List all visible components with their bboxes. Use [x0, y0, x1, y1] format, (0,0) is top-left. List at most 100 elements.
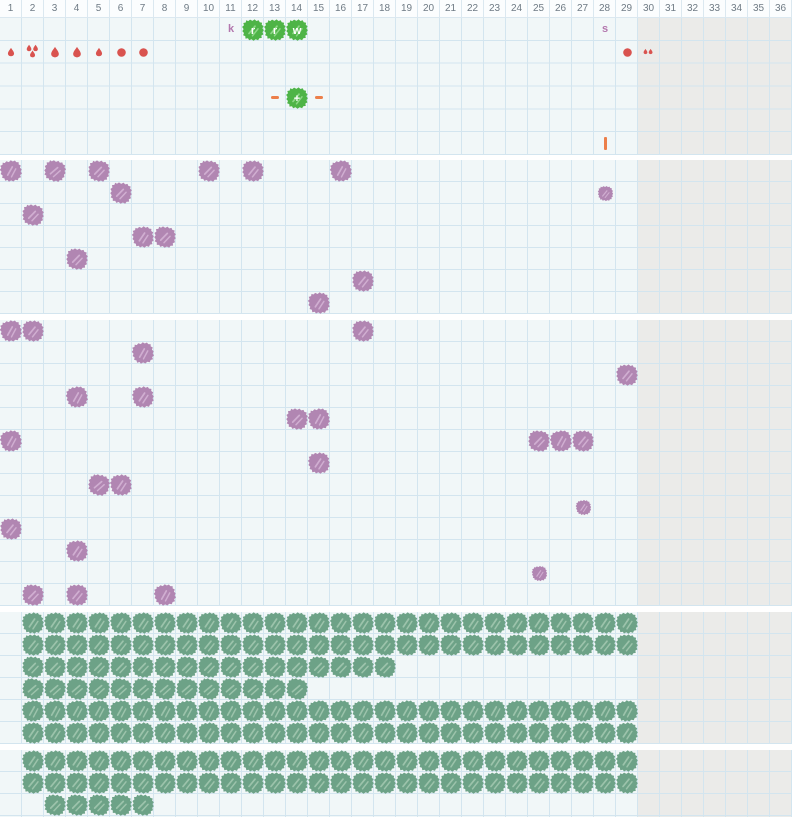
crop-plant[interactable]	[571, 633, 595, 657]
crop-plant[interactable]	[483, 611, 507, 635]
crop-plant[interactable]	[131, 633, 155, 657]
crop-plant[interactable]	[87, 771, 111, 795]
crop-plant[interactable]	[153, 611, 177, 635]
crop-plant[interactable]	[571, 771, 595, 795]
crop-plant[interactable]	[263, 771, 287, 795]
crop-plant[interactable]	[175, 633, 199, 657]
crop-plant[interactable]	[263, 677, 287, 701]
crop-plant[interactable]	[65, 655, 89, 679]
weed-plant[interactable]	[615, 363, 639, 387]
crop-plant[interactable]	[131, 655, 155, 679]
crop-plant[interactable]	[219, 633, 243, 657]
crop-plant[interactable]	[285, 655, 309, 679]
crop-plant[interactable]	[373, 749, 397, 773]
crop-plant[interactable]	[65, 721, 89, 745]
crop-plant[interactable]	[153, 749, 177, 773]
crop-plant[interactable]	[197, 677, 221, 701]
weed-plant[interactable]	[307, 451, 331, 475]
crop-plant[interactable]	[131, 793, 155, 817]
weed-plant[interactable]	[21, 203, 45, 227]
crop-plant[interactable]	[153, 771, 177, 795]
crop-plant[interactable]	[21, 721, 45, 745]
crop-plant[interactable]	[87, 677, 111, 701]
crop-plant[interactable]	[65, 771, 89, 795]
weed-plant[interactable]	[329, 159, 353, 183]
remove-plant-button[interactable]	[314, 93, 324, 103]
weed-plant[interactable]	[109, 181, 133, 205]
water-drop-small-icon[interactable]	[3, 44, 19, 60]
crop-plant[interactable]	[351, 633, 375, 657]
crop-plant[interactable]	[307, 699, 331, 723]
weed-plant[interactable]	[597, 185, 614, 202]
crop-plant[interactable]	[461, 633, 485, 657]
crop-plant[interactable]	[329, 633, 353, 657]
crop-plant[interactable]	[263, 611, 287, 635]
seed-bush-w-button[interactable]: w	[285, 18, 309, 42]
weed-plant[interactable]	[153, 225, 177, 249]
crop-plant[interactable]	[131, 721, 155, 745]
water-drop-triple-icon[interactable]	[25, 44, 41, 60]
crop-plant[interactable]	[373, 699, 397, 723]
crop-plant[interactable]	[219, 771, 243, 795]
crop-plant[interactable]	[307, 655, 331, 679]
crop-plant[interactable]	[593, 699, 617, 723]
crop-plant[interactable]	[197, 749, 221, 773]
crop-plant[interactable]	[197, 771, 221, 795]
weed-plant[interactable]	[0, 429, 23, 453]
crop-plant[interactable]	[197, 611, 221, 635]
crop-plant[interactable]	[505, 749, 529, 773]
crop-plant[interactable]	[505, 771, 529, 795]
crop-plant[interactable]	[593, 749, 617, 773]
crop-plant[interactable]	[285, 721, 309, 745]
crop-plant[interactable]	[21, 677, 45, 701]
crop-plant[interactable]	[285, 633, 309, 657]
crop-plant[interactable]	[43, 611, 67, 635]
weed-plant[interactable]	[575, 499, 592, 516]
crop-plant[interactable]	[285, 771, 309, 795]
crop-plant[interactable]	[175, 677, 199, 701]
crop-plant[interactable]	[395, 749, 419, 773]
crop-plant[interactable]	[175, 721, 199, 745]
crop-plant[interactable]	[87, 793, 111, 817]
weed-plant[interactable]	[549, 429, 573, 453]
weed-plant[interactable]	[65, 385, 89, 409]
crop-plant[interactable]	[87, 655, 111, 679]
crop-plant[interactable]	[241, 677, 265, 701]
weed-plant[interactable]	[307, 291, 331, 315]
crop-plant[interactable]	[417, 633, 441, 657]
crop-plant[interactable]	[263, 721, 287, 745]
weed-plant[interactable]	[571, 429, 595, 453]
crop-plant[interactable]	[461, 771, 485, 795]
water-dot-icon[interactable]	[135, 44, 151, 60]
crop-plant[interactable]	[439, 749, 463, 773]
crop-plant[interactable]	[373, 611, 397, 635]
crop-plant[interactable]	[219, 655, 243, 679]
crop-plant[interactable]	[43, 699, 67, 723]
crop-plant[interactable]	[21, 655, 45, 679]
weed-plant[interactable]	[351, 269, 375, 293]
crop-plant[interactable]	[615, 721, 639, 745]
weed-plant[interactable]	[131, 341, 155, 365]
crop-plant[interactable]	[153, 721, 177, 745]
crop-plant[interactable]	[439, 633, 463, 657]
crop-plant[interactable]	[87, 611, 111, 635]
weed-plant[interactable]	[285, 407, 309, 431]
crop-plant[interactable]	[615, 699, 639, 723]
crop-plant[interactable]	[395, 721, 419, 745]
crop-plant[interactable]	[417, 699, 441, 723]
crop-plant[interactable]	[153, 699, 177, 723]
crop-plant[interactable]	[131, 749, 155, 773]
crop-plant[interactable]	[417, 749, 441, 773]
crop-plant[interactable]	[593, 721, 617, 745]
crop-plant[interactable]	[461, 721, 485, 745]
weed-plant[interactable]	[131, 385, 155, 409]
crop-plant[interactable]	[219, 677, 243, 701]
weed-plant[interactable]	[527, 429, 551, 453]
crop-plant[interactable]	[351, 749, 375, 773]
weed-plant[interactable]	[197, 159, 221, 183]
crop-plant[interactable]	[43, 771, 67, 795]
weed-plant[interactable]	[351, 319, 375, 343]
crop-plant[interactable]	[109, 633, 133, 657]
crop-plant[interactable]	[593, 633, 617, 657]
crop-plant[interactable]	[549, 721, 573, 745]
